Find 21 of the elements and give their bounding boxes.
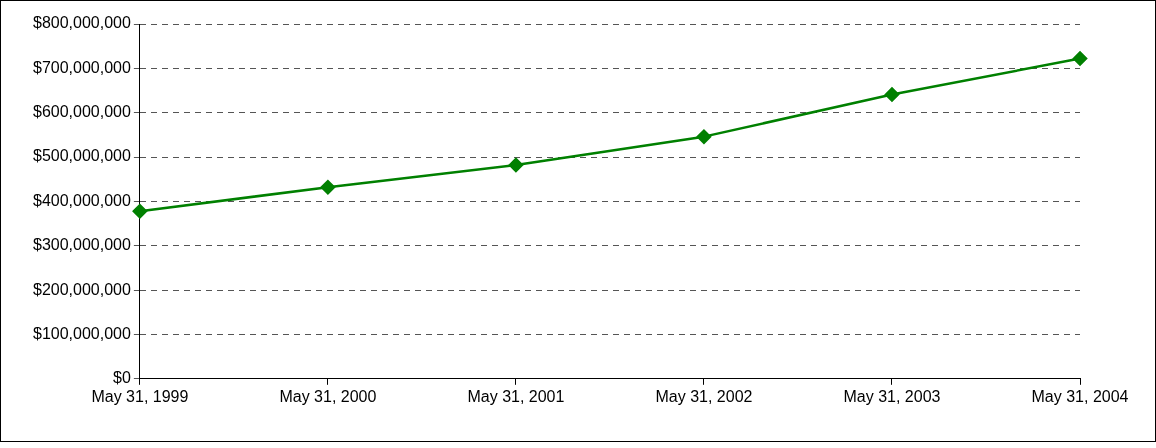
y-tick-label: $0 [113,369,131,387]
point [508,157,524,173]
y-tick-label: $100,000,000 [33,324,131,342]
y-tick-label: $300,000,000 [33,236,131,254]
point [132,203,148,219]
y-tick-label: $700,000,000 [33,58,131,76]
y-tick-label: $800,000,000 [33,14,131,32]
x-tick-label: May 31, 2001 [467,387,565,405]
x-tick-label: May 31, 2002 [655,387,753,405]
point [320,179,336,195]
y-tick-label: $400,000,000 [33,191,131,209]
x-tick-label: May 31, 2000 [279,387,377,405]
y-tick-label: $500,000,000 [33,147,131,165]
point [1072,51,1088,66]
point [884,87,900,102]
x-tick-label: May 31, 2004 [1031,387,1129,405]
y-tick-label: $600,000,000 [33,103,131,121]
point [696,129,712,144]
x-tick-label: May 31, 2003 [843,387,941,405]
y-tick-label: $200,000,000 [33,280,131,298]
x-tick-label: May 31, 1999 [91,387,189,405]
